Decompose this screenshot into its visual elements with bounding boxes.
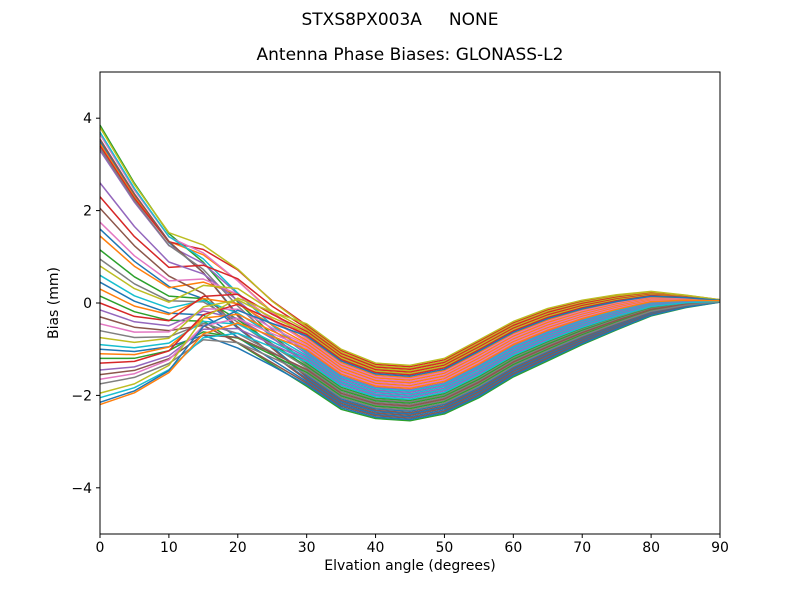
series-line-18 xyxy=(99,258,721,406)
x-tick-label: 0 xyxy=(96,540,105,556)
x-tick-label: 70 xyxy=(573,540,591,556)
y-axis-label: Bias (mm) xyxy=(46,266,62,340)
series-line-15 xyxy=(99,182,721,394)
series-line-9 xyxy=(99,127,721,369)
series-line-38 xyxy=(99,300,721,411)
series-line-33 xyxy=(99,300,721,410)
y-tick-label: 2 xyxy=(83,204,92,220)
figure-title: STXS8PX003A NONE xyxy=(301,10,499,30)
series-line-24 xyxy=(99,293,721,373)
series-line-14 xyxy=(99,196,721,371)
series-line-25 xyxy=(99,300,721,396)
series-line-22 xyxy=(99,288,721,384)
series-line-30 xyxy=(99,300,721,398)
series-line-12 xyxy=(99,235,721,381)
x-axis-label: Elvation angle (degrees) xyxy=(324,558,496,574)
series-line-36 xyxy=(99,300,721,407)
series-line-8 xyxy=(99,147,721,403)
x-tick-label: 90 xyxy=(711,540,729,556)
series-line-3 xyxy=(99,124,721,402)
series-line-19 xyxy=(99,265,721,372)
series-line-28 xyxy=(99,300,721,409)
y-tick-label: −2 xyxy=(71,388,92,404)
series-line-7 xyxy=(99,134,721,380)
series-line-4 xyxy=(99,145,721,368)
series-line-20 xyxy=(99,274,721,395)
series-line-5 xyxy=(99,150,721,391)
x-tick-label: 40 xyxy=(367,540,385,556)
series-line-42 xyxy=(99,299,721,406)
x-tick-label: 10 xyxy=(160,540,178,556)
series-line-2 xyxy=(99,143,721,379)
series-line-29 xyxy=(99,294,721,375)
x-tick-label: 50 xyxy=(436,540,454,556)
x-tick-label: 80 xyxy=(642,540,660,556)
x-tick-label: 30 xyxy=(298,540,316,556)
series-line-6 xyxy=(99,138,721,414)
series-line-10 xyxy=(99,131,721,392)
y-tick-label: 0 xyxy=(83,296,92,312)
x-tick-label: 20 xyxy=(229,540,247,556)
series-line-27 xyxy=(99,298,721,386)
series-line-17 xyxy=(99,221,721,383)
y-tick-label: 4 xyxy=(83,111,92,127)
series-line-41 xyxy=(99,295,721,404)
x-tick-label: 60 xyxy=(504,540,522,556)
series-line-39 xyxy=(99,290,721,394)
y-tick-label: −4 xyxy=(71,481,92,497)
series-line-34 xyxy=(99,294,721,376)
axes-title: Antenna Phase Biases: GLONASS-L2 xyxy=(256,45,564,65)
series-line-40 xyxy=(99,300,721,400)
series-line-35 xyxy=(99,300,721,399)
